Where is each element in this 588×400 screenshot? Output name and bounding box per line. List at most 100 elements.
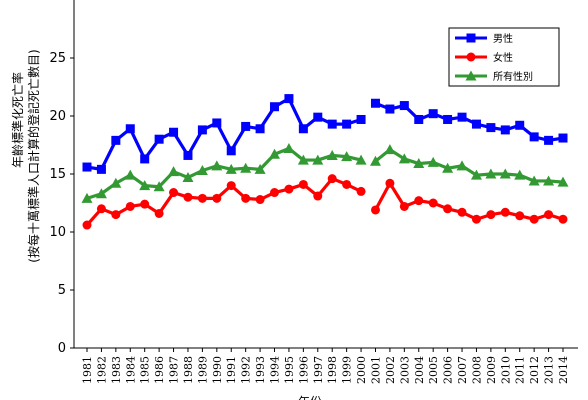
data-point (443, 204, 453, 214)
data-point (240, 162, 252, 173)
data-point (442, 162, 454, 173)
series-line (374, 181, 564, 221)
data-point (558, 133, 568, 143)
y-tick-label: 0 (58, 341, 66, 356)
data-point (283, 142, 295, 153)
data-point (385, 104, 395, 114)
data-point (82, 162, 92, 172)
data-point (140, 199, 150, 209)
data-point (313, 112, 323, 122)
data-point (211, 160, 223, 171)
data-point (182, 171, 194, 182)
data-point (241, 121, 251, 131)
x-tick-label: 2000 (355, 356, 368, 384)
data-point (384, 144, 396, 155)
data-point (125, 124, 135, 134)
x-tick-label: 1990 (211, 356, 224, 384)
data-point (197, 125, 207, 135)
data-point (110, 177, 122, 188)
data-point (298, 124, 308, 134)
x-tick-label: 1989 (196, 356, 209, 384)
y-tick-label: 15 (49, 167, 66, 182)
series-layer (81, 94, 569, 230)
x-tick-label: 1991 (225, 356, 238, 384)
data-point (212, 118, 222, 128)
data-point (153, 181, 165, 192)
data-point (515, 211, 525, 221)
y-axis-label: 年齡標準化死亡率 (10, 72, 25, 168)
data-point (139, 180, 151, 191)
legend-marker (466, 52, 476, 62)
data-point (111, 135, 121, 145)
legend-label: 女性 (493, 51, 513, 64)
data-point (225, 163, 237, 174)
data-point (254, 163, 266, 174)
x-tick-label: 1996 (297, 356, 310, 384)
data-point (398, 153, 410, 164)
x-tick-label: 2012 (528, 356, 541, 384)
x-tick-label: 1992 (240, 356, 253, 384)
data-point (154, 134, 164, 144)
x-tick-label: 1985 (139, 356, 152, 384)
data-point (428, 198, 438, 208)
data-point (183, 192, 193, 202)
data-point (298, 179, 308, 189)
data-point (485, 168, 497, 179)
x-tick-label: 2002 (384, 356, 397, 384)
x-tick-label: 2003 (398, 356, 411, 384)
x-tick-label: 2008 (470, 356, 483, 384)
data-point (95, 188, 107, 199)
y-axis-ticks: 0 5 10 15 20 25 (49, 51, 74, 356)
data-point (326, 149, 338, 160)
data-point (125, 201, 135, 211)
data-point (370, 205, 380, 215)
data-point (544, 135, 554, 145)
data-point (312, 154, 324, 165)
data-point (528, 175, 540, 186)
data-point (342, 119, 352, 129)
series-triangle (81, 142, 569, 203)
data-point (111, 210, 121, 220)
x-tick-label: 2011 (514, 356, 527, 384)
data-point (82, 220, 92, 230)
data-point (269, 148, 281, 159)
x-tick-label: 2001 (369, 356, 382, 384)
data-point (313, 191, 323, 201)
data-point (197, 193, 207, 203)
data-point (399, 101, 409, 111)
data-point (341, 151, 353, 162)
data-point (486, 210, 496, 220)
series-circle (82, 174, 568, 230)
x-tick-label: 2006 (442, 356, 455, 384)
data-point (414, 196, 424, 206)
data-point (183, 150, 193, 160)
data-point (457, 207, 467, 217)
data-point (169, 127, 179, 137)
x-tick-label: 2009 (485, 356, 498, 384)
x-tick-label: 1987 (168, 356, 181, 384)
x-tick-label: 1995 (283, 356, 296, 384)
x-tick-label: 1993 (254, 356, 267, 384)
x-tick-label: 2004 (413, 356, 426, 384)
data-point (515, 120, 525, 130)
y-tick-label: 20 (49, 109, 66, 124)
data-point (140, 154, 150, 164)
x-tick-label: 1983 (110, 356, 123, 384)
x-tick-label: 1999 (341, 356, 354, 384)
data-point (457, 112, 467, 122)
data-point (413, 158, 425, 169)
y-tick-label: 10 (49, 225, 66, 240)
data-point (443, 114, 453, 124)
data-point (543, 175, 555, 186)
legend-label: 所有性別 (493, 70, 533, 83)
data-point (124, 169, 136, 180)
data-point (385, 178, 395, 188)
data-point (270, 188, 280, 198)
data-point (529, 132, 539, 142)
x-tick-label: 2014 (557, 356, 570, 384)
data-point (370, 98, 380, 108)
legend-label: 男性 (493, 32, 513, 45)
x-tick-label: 1997 (312, 356, 325, 384)
y-axis-label-sub: (按每十萬標準人口計算的登記死亡數目) (26, 49, 41, 262)
